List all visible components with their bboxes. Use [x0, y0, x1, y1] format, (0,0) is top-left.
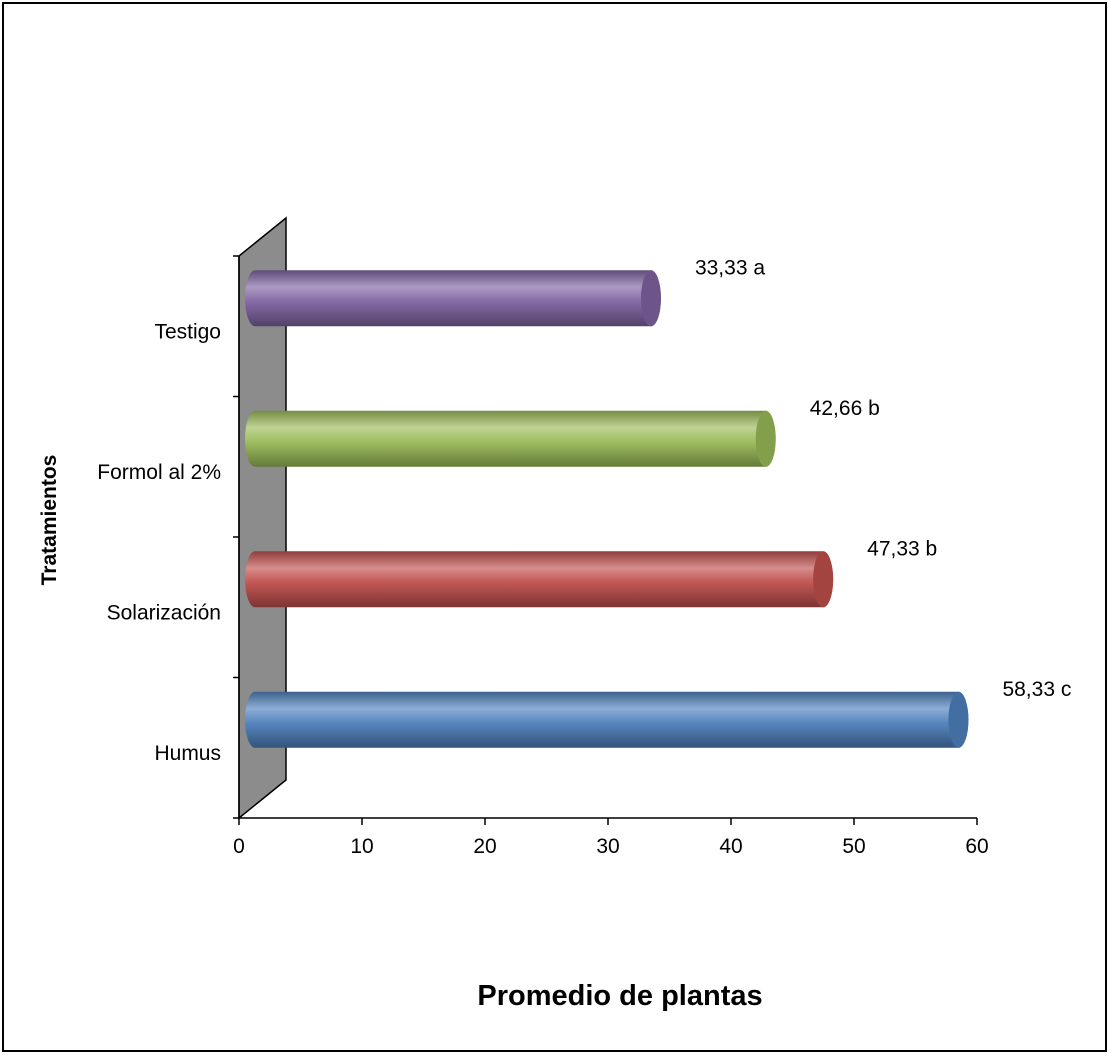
- data-label: 42,66 b: [810, 397, 880, 420]
- category-label: Formol al 2%: [97, 461, 221, 484]
- category-label: Testigo: [154, 320, 221, 343]
- y-axis-ticks: [233, 255, 239, 819]
- bar-formol-al-2-: [245, 410, 776, 467]
- x-axis-title: Promedio de plantas: [477, 980, 762, 1012]
- category-labels: Humus Solarización Formol al 2% Testigo: [97, 320, 221, 765]
- data-label: 33,33 a: [695, 256, 765, 279]
- x-tick-label: 10: [350, 835, 373, 858]
- bar-testigo: [245, 270, 661, 327]
- x-tick-label: 20: [473, 835, 496, 858]
- bar-humus: [245, 691, 969, 748]
- x-tick-label: 30: [596, 835, 619, 858]
- data-labels: 58,33 c 47,33 b 42,66 b 33,33 a: [695, 256, 1071, 701]
- bars-group: [245, 270, 969, 748]
- data-label: 58,33 c: [1002, 678, 1071, 701]
- x-tick-label: 0: [233, 835, 245, 858]
- y-axis-title: Tratamientos: [38, 455, 61, 586]
- x-tick-label: 50: [842, 835, 865, 858]
- x-axis-ticks: 0 10 20 30 40 50 60: [233, 818, 989, 858]
- category-label: Humus: [154, 742, 221, 765]
- x-tick-label: 40: [719, 835, 742, 858]
- bar-solarizaci-n: [245, 551, 834, 608]
- category-label: Solarización: [107, 601, 221, 624]
- data-label: 47,33 b: [867, 537, 937, 560]
- x-tick-label: 60: [965, 835, 988, 858]
